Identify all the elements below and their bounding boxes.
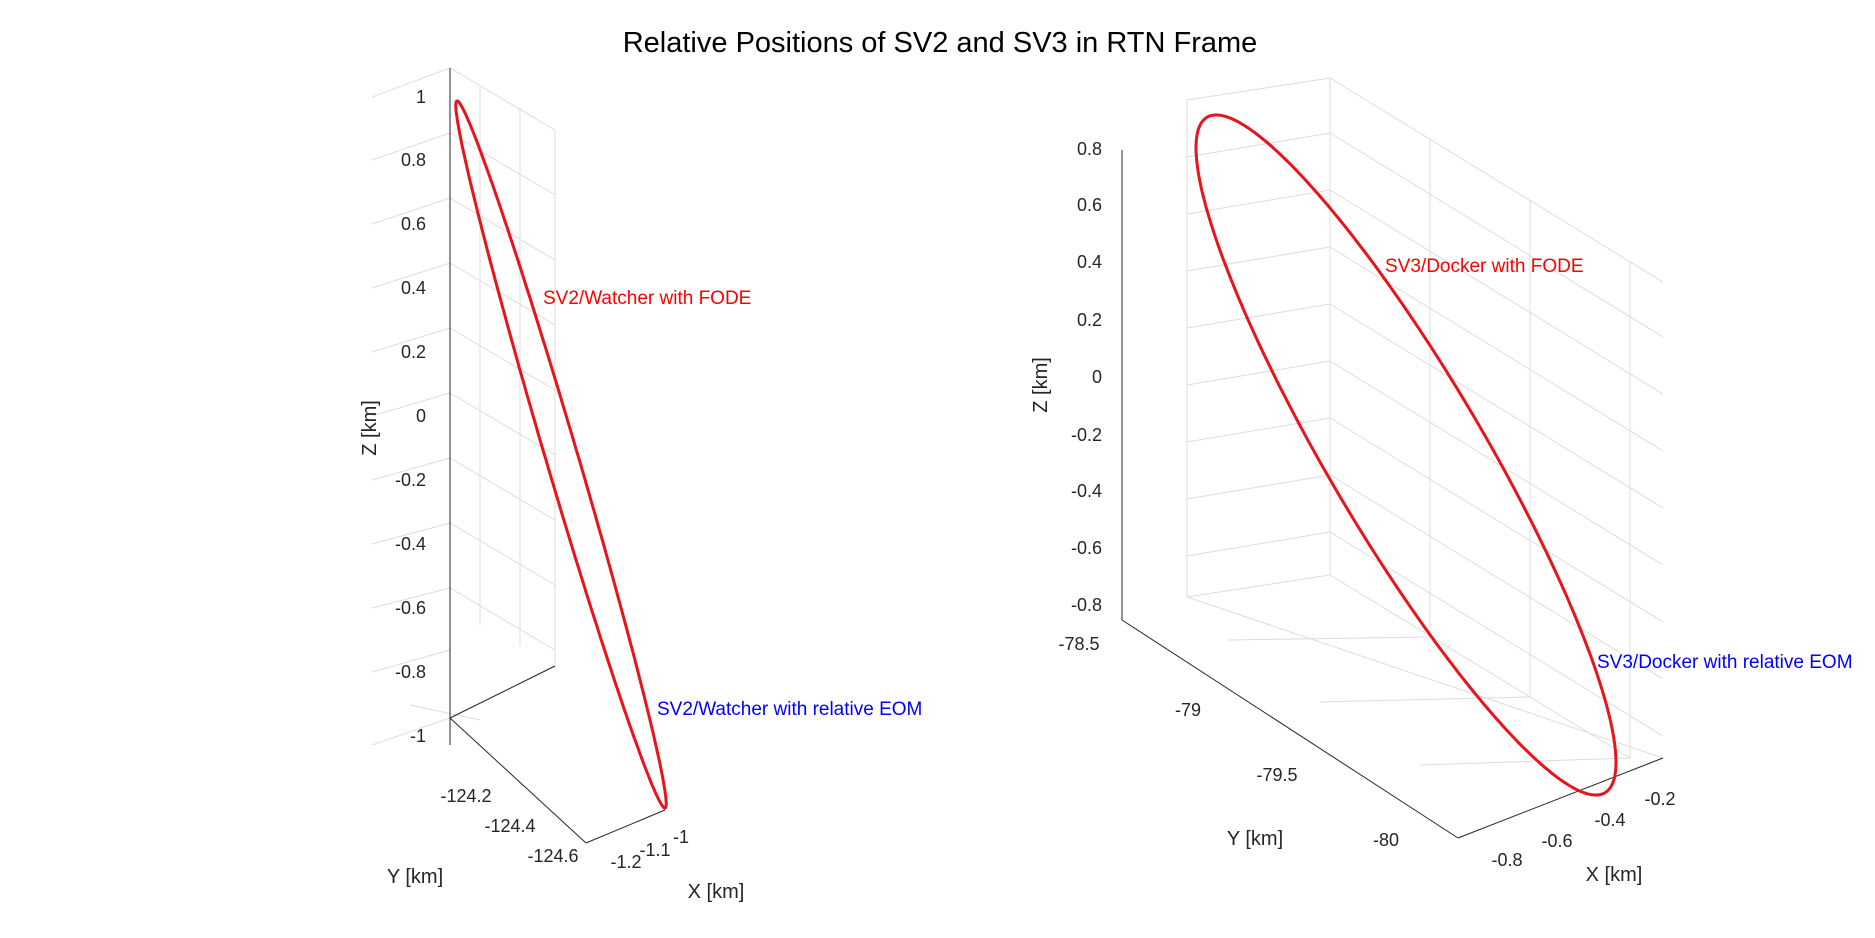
sv3-grid bbox=[1186, 77, 1664, 766]
sv2-x-tick: -1 bbox=[673, 827, 689, 847]
sv3-trajectory-line bbox=[1194, 113, 1618, 797]
sv3-z-tick: 0.2 bbox=[1077, 310, 1102, 330]
sv2-z-tick: 1 bbox=[416, 87, 426, 107]
sv3-y-tick: -80 bbox=[1373, 830, 1399, 850]
sv2-z-tick: 0.8 bbox=[401, 150, 426, 170]
sv3-x-tick: -0.4 bbox=[1594, 810, 1625, 830]
sv3-x-tick: -0.2 bbox=[1644, 789, 1675, 809]
sv3-z-tick: -0.8 bbox=[1071, 595, 1102, 615]
sv3-z-tick: -0.2 bbox=[1071, 425, 1102, 445]
sv2-x-axis-label: X [km] bbox=[688, 881, 745, 903]
sv2-z-tick: -0.6 bbox=[395, 598, 426, 618]
sv2-x-ticks: -1.2 -1.1 -1 bbox=[610, 827, 689, 872]
sv2-z-axis-label: Z [km] bbox=[359, 400, 381, 456]
sv2-trajectory-line bbox=[454, 99, 668, 810]
sv3-z-tick: 0 bbox=[1092, 367, 1102, 387]
sv2-z-tick: 0.6 bbox=[401, 214, 426, 234]
subplot-sv2: 1 0.8 0.6 0.4 0.2 0 -0.2 -0.4 -0.6 -0.8 … bbox=[359, 67, 922, 903]
sv3-y-ticks: -78.5 -79 -79.5 -80 bbox=[1058, 634, 1399, 850]
sv2-z-ticks: 1 0.8 0.6 0.4 0.2 0 -0.2 -0.4 -0.6 -0.8 … bbox=[395, 87, 426, 746]
sv2-y-tick: -124.6 bbox=[527, 846, 578, 866]
sv2-z-tick: -1 bbox=[410, 726, 426, 746]
sv3-z-tick: -0.6 bbox=[1071, 538, 1102, 558]
sv2-grid bbox=[371, 67, 556, 746]
sv3-z-tick: 0.4 bbox=[1077, 252, 1102, 272]
sv2-z-tick: 0.4 bbox=[401, 278, 426, 298]
sv3-z-tick: -0.4 bbox=[1071, 481, 1102, 501]
sv2-z-tick: 0.2 bbox=[401, 342, 426, 362]
sv2-x-tick: -1.1 bbox=[639, 840, 670, 860]
sv3-fode-annotation: SV3/Docker with FODE bbox=[1385, 256, 1584, 277]
sv2-fode-annotation: SV2/Watcher with FODE bbox=[543, 288, 751, 309]
sv3-axes bbox=[1121, 150, 1664, 839]
sv3-y-tick: -79.5 bbox=[1256, 765, 1297, 785]
sv3-z-tick: 0.6 bbox=[1077, 195, 1102, 215]
sv2-z-tick: -0.2 bbox=[395, 470, 426, 490]
sv2-z-tick: 0 bbox=[416, 406, 426, 426]
sv3-x-ticks: -0.8 -0.6 -0.4 -0.2 bbox=[1491, 789, 1675, 870]
sv2-eom-annotation: SV2/Watcher with relative EOM bbox=[657, 699, 922, 720]
sv3-y-axis-label: Y [km] bbox=[1227, 828, 1283, 850]
sv2-y-ticks: -124.2 -124.4 -124.6 bbox=[440, 786, 578, 866]
sv3-y-tick: -78.5 bbox=[1058, 634, 1099, 654]
sv3-z-ticks: 0.8 0.6 0.4 0.2 0 -0.2 -0.4 -0.6 -0.8 bbox=[1071, 139, 1102, 615]
sv2-y-tick: -124.2 bbox=[440, 786, 491, 806]
sv3-eom-annotation: SV3/Docker with relative EOM bbox=[1597, 652, 1853, 673]
sv2-y-tick: -124.4 bbox=[484, 816, 535, 836]
sv3-z-axis-label: Z [km] bbox=[1030, 357, 1052, 413]
sv3-x-tick: -0.8 bbox=[1491, 850, 1522, 870]
sv2-z-tick: -0.4 bbox=[395, 534, 426, 554]
sv3-x-tick: -0.6 bbox=[1541, 831, 1572, 851]
sv2-axes bbox=[449, 68, 666, 844]
sv2-y-axis-label: Y [km] bbox=[387, 866, 443, 888]
sv2-z-tick: -0.8 bbox=[395, 662, 426, 682]
subplot-sv3: 0.8 0.6 0.4 0.2 0 -0.2 -0.4 -0.6 -0.8 -7… bbox=[1030, 77, 1853, 886]
sv3-y-tick: -79 bbox=[1175, 700, 1201, 720]
figure-title: Relative Positions of SV2 and SV3 in RTN… bbox=[623, 27, 1258, 59]
sv2-x-tick: -1.2 bbox=[610, 852, 641, 872]
sv3-x-axis-label: X [km] bbox=[1586, 864, 1643, 886]
sv3-z-tick: 0.8 bbox=[1077, 139, 1102, 159]
